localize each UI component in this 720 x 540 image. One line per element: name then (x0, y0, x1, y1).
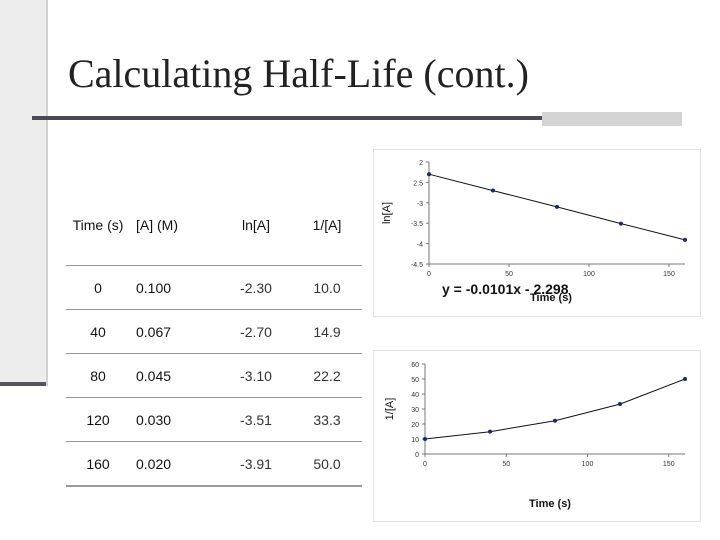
decorative-side-accent (0, 382, 46, 386)
inv-chart-y-tick-label: 0 (415, 452, 419, 459)
title-underline (32, 116, 542, 120)
cell-inverse-a: 10.0 (313, 279, 341, 296)
inv-chart-x-tick-label: 100 (582, 461, 594, 468)
title-underline-accent (542, 112, 682, 126)
cell-concentration: 0.030 (136, 411, 172, 428)
inv-chart-data-point (488, 429, 492, 434)
ln-chart-data-point (683, 237, 687, 242)
inv-chart-x-tick-label: 0 (423, 461, 427, 468)
ln-a-chart-svg: 2 2.5 -3 -3.5 -4 -4.5 0 50 100 150 Time (s) ln[A] (372, 148, 702, 318)
ln-chart-data-point (427, 172, 431, 177)
inv-chart-x-axis-label: Time (s) (529, 498, 571, 510)
cell-concentration: 0.045 (136, 367, 172, 384)
ln-chart-x-tick-label: 150 (663, 271, 675, 278)
cell-inverse-a: 14.9 (313, 323, 341, 340)
cell-ln-a: -2.70 (240, 323, 272, 340)
inv-chart-y-tick-label: 50 (411, 377, 419, 384)
cell-ln-a: -3.91 (220, 441, 292, 487)
cell-inverse-a: 22.2 (313, 367, 341, 384)
ln-chart-x-axis-label: Time (s) (530, 292, 572, 304)
kinetics-data-table: Time (s) [A] (M) ln[A] 1/[A] 0 0.100 -2.… (66, 185, 362, 487)
cell-ln-a: -2.30 (240, 279, 272, 296)
table-row: 120 0.030 -3.51 33.3 (66, 398, 362, 442)
table-row: 0 0.100 -2.30 10.0 (66, 266, 362, 310)
cell-ln-a: -3.10 (240, 367, 272, 384)
table-row: 80 0.045 -3.10 22.2 (66, 354, 362, 398)
inv-chart-y-axis-label: 1/[A] (384, 398, 396, 421)
ln-chart-y-axis-label: ln[A] (381, 202, 393, 224)
header-ln-a: ln[A] (220, 185, 292, 266)
ln-chart-data-point (491, 188, 495, 193)
cell-inverse-a: 33.3 (313, 411, 341, 428)
inv-chart-y-tick-label: 10 (411, 437, 419, 444)
ln-chart-y-tick-label: 2.5 (413, 180, 423, 187)
cell-concentration: 0.100 (136, 279, 172, 296)
table-row: 160 0.020 -3.91 50.0 (66, 441, 362, 487)
table-header-row: Time (s) [A] (M) ln[A] 1/[A] (66, 185, 362, 266)
cell-inverse-a: 50.0 (292, 441, 362, 487)
ln-chart-y-tick-label: -3.5 (411, 221, 423, 228)
inv-chart-data-point (553, 418, 557, 423)
ln-chart-x-tick-label: 0 (427, 271, 431, 278)
ln-chart-y-tick-label: 2 (419, 160, 423, 167)
ln-chart-x-tick-label: 50 (505, 271, 513, 278)
cell-time: 160 (66, 441, 130, 487)
header-inverse-a: 1/[A] (292, 185, 362, 266)
header-time: Time (s) (66, 185, 130, 266)
cell-time: 0 (94, 279, 102, 296)
inv-chart-y-tick-label: 30 (411, 407, 419, 414)
cell-ln-a: -3.51 (240, 411, 272, 428)
ln-chart-y-tick-label: -4.5 (411, 262, 423, 269)
header-concentration: [A] (M) (130, 185, 220, 266)
ln-chart-y-tick-label: -4 (417, 242, 423, 249)
inv-chart-data-point (423, 437, 427, 441)
ln-chart-x-tick-label: 100 (583, 271, 595, 278)
inv-chart-y-tick-label: 40 (411, 392, 419, 399)
ln-chart-frame (372, 148, 702, 318)
ln-chart-data-point (555, 204, 559, 209)
inv-chart-y-tick-label: 20 (411, 422, 419, 429)
cell-concentration: 0.020 (130, 441, 220, 487)
regression-equation: y = -0.0101x - 2.298 (442, 281, 569, 297)
inv-chart-frame (372, 349, 702, 523)
cell-concentration: 0.067 (136, 323, 172, 340)
cell-time: 40 (90, 323, 106, 340)
inv-chart-x-tick-label: 150 (663, 461, 675, 468)
inverse-a-chart-svg: 0 10 20 30 40 50 60 0 50 100 150 Time (s) 1/[A] (372, 349, 702, 523)
inv-chart-data-point (683, 377, 687, 381)
ln-chart-y-tick-label: -3 (417, 201, 423, 208)
slide-title: Calculating Half-Life (cont.) (68, 51, 529, 96)
decorative-side-band (0, 0, 46, 382)
ln-a-vs-time-chart: 2 2.5 -3 -3.5 -4 -4.5 0 50 100 150 Time (s) ln[A] (372, 148, 702, 318)
decorative-vertical-rule (46, 0, 48, 386)
cell-time: 120 (86, 411, 110, 428)
inverse-a-vs-time-chart: 0 10 20 30 40 50 60 0 50 100 150 Time (s) 1/[A] (372, 349, 702, 523)
inv-chart-x-tick-label: 50 (502, 461, 510, 468)
cell-time: 80 (90, 367, 106, 384)
inv-chart-data-point (618, 402, 622, 407)
inv-chart-y-tick-label: 60 (411, 362, 419, 369)
table-row: 40 0.067 -2.70 14.9 (66, 310, 362, 354)
ln-chart-data-point (619, 221, 623, 226)
